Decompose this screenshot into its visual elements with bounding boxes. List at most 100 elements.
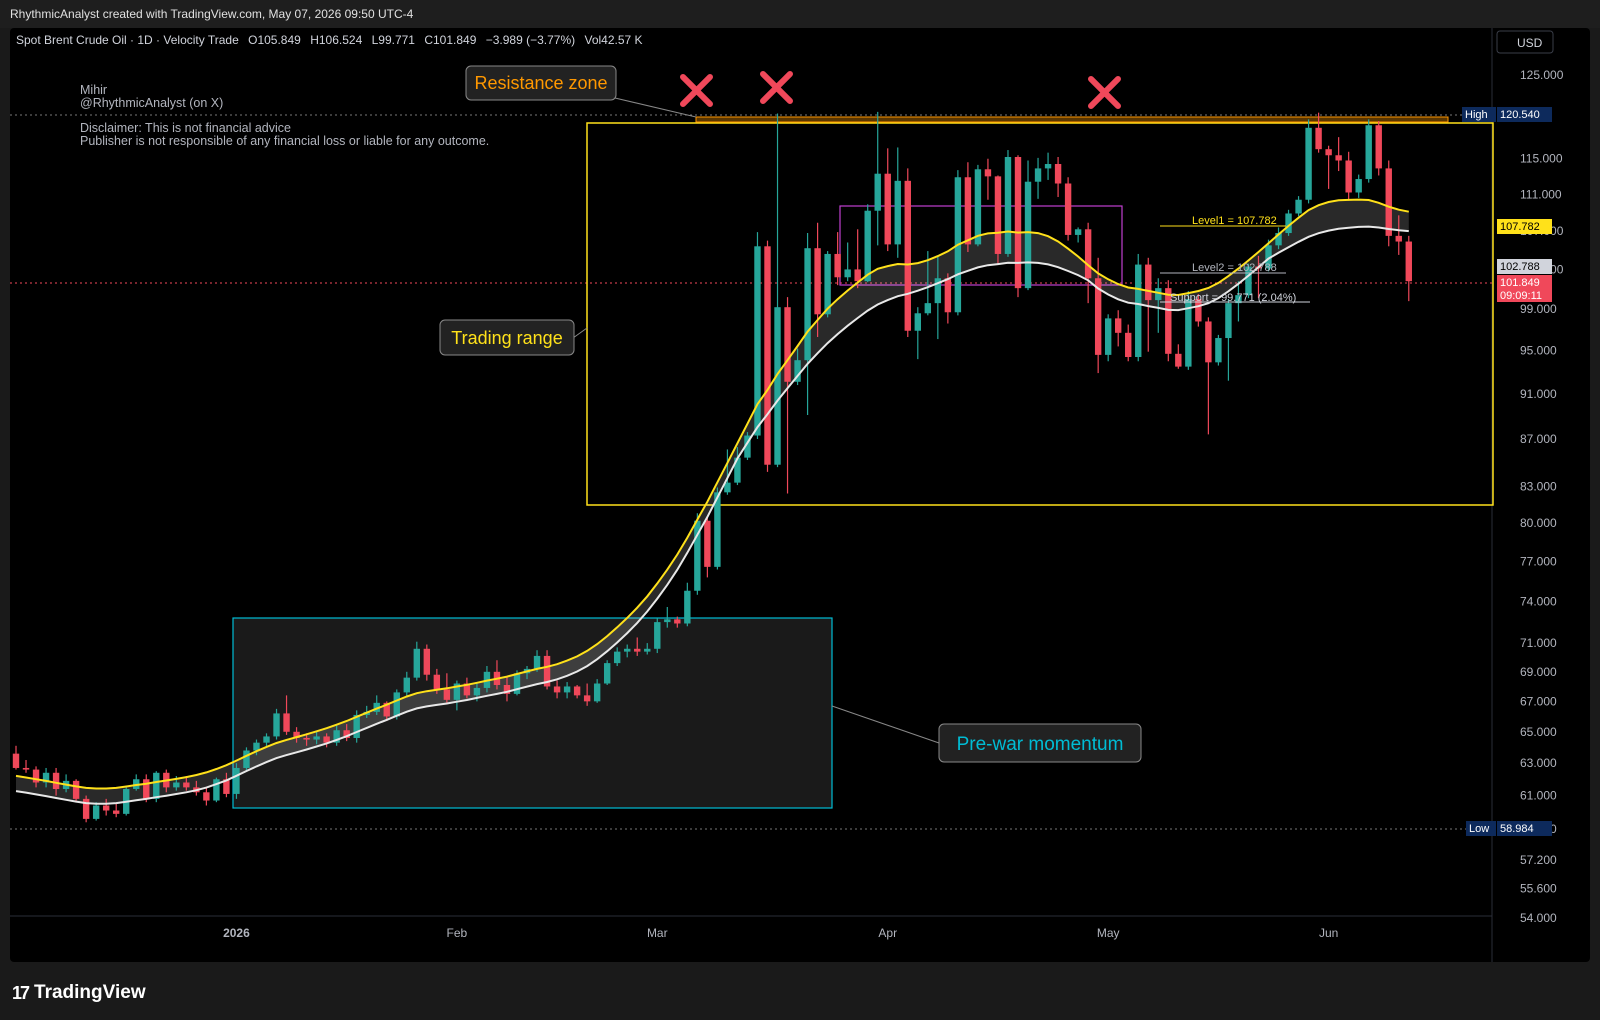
candle[interactable]: [1145, 257, 1152, 352]
trading-range-callout[interactable]: Trading range: [439, 319, 588, 356]
candle[interactable]: [603, 660, 611, 685]
time-axis[interactable]: 2026 Feb Mar Apr May Jun: [223, 926, 1338, 940]
candle[interactable]: [113, 803, 120, 818]
candle[interactable]: [1335, 137, 1342, 172]
candle[interactable]: [1285, 209, 1292, 236]
candle[interactable]: [664, 606, 671, 628]
candle[interactable]: [343, 724, 350, 742]
resistance-callout[interactable]: Resistance zone: [465, 65, 697, 118]
candle[interactable]: [1305, 119, 1312, 204]
candle[interactable]: [1064, 177, 1072, 241]
candle[interactable]: [1315, 112, 1322, 153]
candle[interactable]: [213, 777, 220, 803]
candle[interactable]: [1014, 155, 1022, 298]
resistance-zone-band[interactable]: [695, 116, 1449, 123]
candle[interactable]: [42, 767, 50, 788]
candle[interactable]: [563, 682, 571, 699]
candle[interactable]: [844, 242, 851, 282]
candle[interactable]: [1225, 299, 1232, 381]
candle[interactable]: [1395, 215, 1402, 255]
candle[interactable]: [774, 113, 781, 468]
candle[interactable]: [1265, 239, 1272, 272]
candle[interactable]: [143, 774, 150, 803]
candle[interactable]: [694, 513, 701, 595]
price-axis[interactable]: 125.000115.000111.000107.000103.00099.00…: [1520, 68, 1564, 925]
candle[interactable]: [553, 680, 561, 699]
candle[interactable]: [233, 763, 240, 799]
candle[interactable]: [744, 432, 751, 460]
candle[interactable]: [1205, 317, 1212, 435]
candle[interactable]: [323, 733, 330, 748]
candle[interactable]: [804, 233, 811, 416]
candle[interactable]: [974, 164, 982, 247]
candle[interactable]: [624, 644, 631, 658]
candle[interactable]: [614, 647, 621, 666]
candle[interactable]: [413, 641, 420, 681]
candle[interactable]: [1365, 119, 1372, 183]
candle[interactable]: [1375, 121, 1382, 176]
candle[interactable]: [1235, 281, 1242, 322]
candle[interactable]: [273, 708, 280, 740]
candle[interactable]: [1125, 324, 1132, 362]
chart-panel[interactable]: USD Spot Brent Crude Oil · 1D · Velocity…: [10, 28, 1590, 962]
candle[interactable]: [964, 162, 972, 253]
candle[interactable]: [734, 447, 741, 486]
candle[interactable]: [253, 739, 260, 756]
candle[interactable]: [1325, 145, 1332, 189]
candle[interactable]: [32, 766, 40, 788]
candle[interactable]: [1104, 314, 1112, 362]
candle[interactable]: [834, 232, 841, 286]
currency-button[interactable]: [1496, 30, 1554, 54]
candle[interactable]: [243, 747, 250, 772]
candle[interactable]: [944, 273, 952, 324]
pre-war-callout[interactable]: Pre-war momentum: [831, 705, 1142, 763]
candle[interactable]: [1215, 334, 1222, 366]
candle[interactable]: [373, 695, 380, 715]
candle[interactable]: [1004, 150, 1012, 257]
candle[interactable]: [914, 307, 921, 360]
candle[interactable]: [1044, 152, 1052, 180]
candle[interactable]: [333, 725, 340, 746]
candle[interactable]: [884, 148, 891, 252]
candle[interactable]: [203, 787, 210, 806]
candle[interactable]: [303, 733, 310, 746]
candle[interactable]: [1355, 174, 1362, 198]
candle[interactable]: [714, 487, 721, 570]
candle[interactable]: [994, 175, 1002, 265]
candle[interactable]: [403, 671, 410, 697]
candle[interactable]: [894, 147, 901, 258]
candle[interactable]: [463, 677, 471, 699]
candle[interactable]: [313, 731, 320, 745]
candle[interactable]: [1084, 222, 1092, 304]
candle[interactable]: [1094, 257, 1102, 374]
candle[interactable]: [904, 168, 911, 337]
candle[interactable]: [684, 582, 691, 627]
candle[interactable]: [924, 251, 932, 316]
candle[interactable]: [1054, 157, 1062, 198]
candle[interactable]: [784, 297, 791, 494]
candle[interactable]: [283, 695, 290, 735]
candle[interactable]: [764, 240, 771, 472]
candle[interactable]: [1155, 278, 1162, 333]
candle[interactable]: [814, 222, 821, 337]
candle[interactable]: [724, 449, 731, 495]
candle[interactable]: [1115, 310, 1122, 347]
candle[interactable]: [52, 767, 60, 796]
candle[interactable]: [1175, 344, 1182, 369]
candle[interactable]: [1275, 227, 1282, 250]
candle[interactable]: [1195, 294, 1202, 327]
candle[interactable]: [82, 795, 90, 823]
candle[interactable]: [263, 733, 270, 748]
candle[interactable]: [1385, 160, 1392, 247]
candle[interactable]: [704, 516, 711, 578]
candle[interactable]: [543, 650, 551, 690]
candlestick-series[interactable]: [12, 111, 1412, 823]
candle[interactable]: [1405, 235, 1412, 302]
candle[interactable]: [644, 643, 651, 655]
candle[interactable]: [874, 111, 881, 246]
candle[interactable]: [72, 779, 80, 803]
candle[interactable]: [12, 745, 20, 770]
candle[interactable]: [583, 683, 591, 706]
candle[interactable]: [1074, 227, 1082, 243]
price-chart[interactable]: USD Spot Brent Crude Oil · 1D · Velocity…: [10, 28, 1590, 962]
